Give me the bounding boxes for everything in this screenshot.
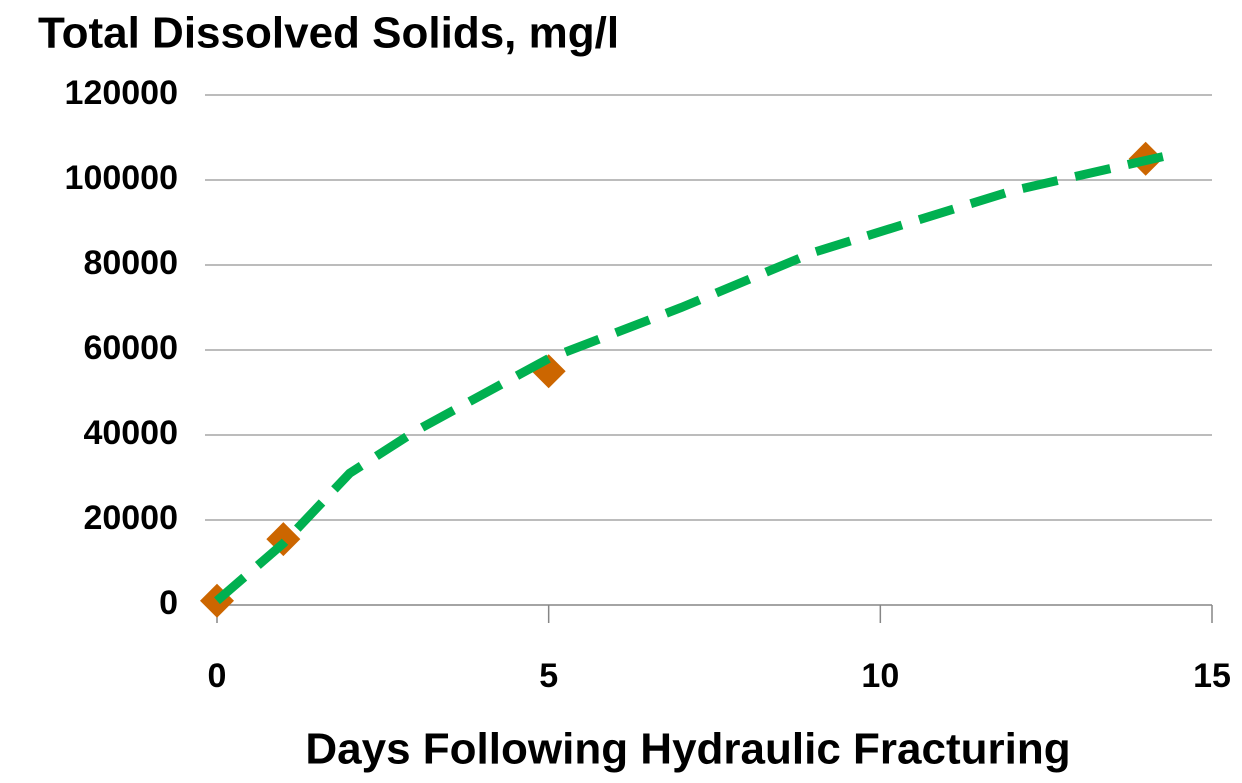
x-tick-label: 5 xyxy=(539,657,558,695)
y-tick-label: 60000 xyxy=(83,329,178,367)
trend-line xyxy=(214,150,1174,605)
y-tick-label: 100000 xyxy=(65,159,178,197)
y-tick-label: 80000 xyxy=(83,244,178,282)
x-tick-label: 15 xyxy=(1193,657,1231,695)
y-tick-label: 0 xyxy=(159,584,178,622)
y-tick-label: 40000 xyxy=(83,414,178,452)
x-tick-label: 0 xyxy=(208,657,227,695)
y-tick-label: 120000 xyxy=(65,74,178,112)
chart-title: Total Dissolved Solids, mg/l xyxy=(38,9,619,58)
y-tick-label: 20000 xyxy=(83,499,178,537)
x-axis-label: Days Following Hydraulic Fracturing xyxy=(305,725,1070,774)
x-tick-label: 10 xyxy=(861,657,899,695)
